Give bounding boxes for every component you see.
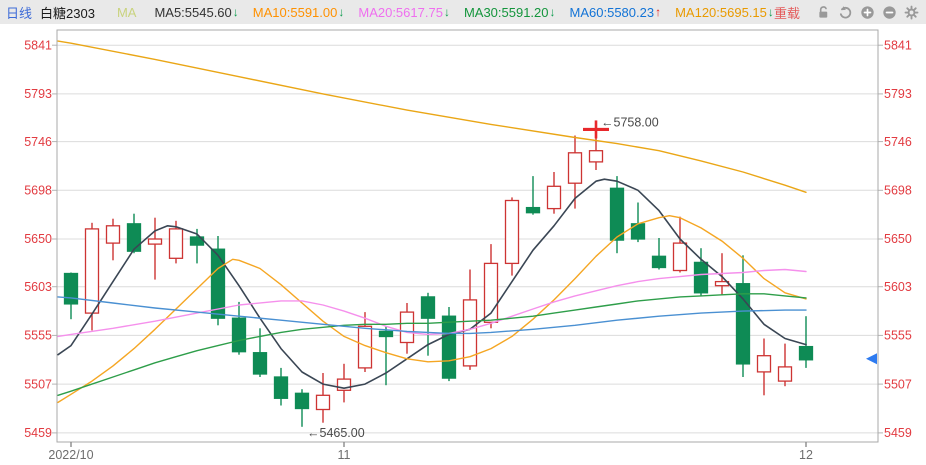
candlestick-chart[interactable]: 2022/10 11 12 5841 5841 5793 5793 5746 5746 5698 5… [0,24,926,465]
trend-down-arrow-icon: ↓ [232,5,239,19]
candle-body[interactable] [525,206,541,214]
chart-area: 2022/10 11 12 5841 5841 5793 5793 5746 5746 5698 5… [0,24,926,465]
trend-up-arrow-icon: ↑ [655,5,662,19]
y-axis-label-left: 5793 [24,87,52,101]
ma-legend-item-ma30: MA30:5591.20 ↓ [463,4,556,20]
price-annotation: ←5758.00 [601,115,659,129]
candle-body[interactable] [756,355,772,373]
ma-legend-item-ma120: MA120:5695.15 ↓ [675,4,774,20]
candle-body[interactable] [693,261,709,294]
candle-body[interactable] [336,378,352,391]
y-axis-label-right: 5841 [884,38,912,52]
candle-body[interactable] [399,311,415,344]
y-axis-label-right: 5746 [884,135,912,149]
ma-legend-item-ma20: MA20:5617.75 ↓ [358,4,450,20]
plot-border [56,29,879,443]
trend-down-arrow-icon: ↓ [338,5,345,19]
y-axis-label-left: 5650 [24,232,52,246]
candle-body[interactable] [588,150,604,163]
y-axis-label-right: 5650 [884,232,912,246]
ma-line-ma60 [57,296,807,335]
trend-down-arrow-icon: ↓ [443,5,450,19]
candle-body[interactable] [609,187,625,241]
y-axis-label-right: 5793 [884,87,912,101]
y-axis-label-left: 5459 [24,426,52,440]
candle-body[interactable] [105,225,121,244]
price-annotation: ←5465.00 [307,426,365,440]
ma-legend-item-ma60: MA60:5580.23 ↑ [569,4,662,20]
ma-line-ma10 [57,215,807,404]
candle-body[interactable] [231,317,247,353]
y-axis-label-left: 5555 [24,329,52,343]
ma-indicator-label: MA [116,4,137,20]
x-axis-label: 2022/10 [48,448,93,462]
y-axis-label-right: 5603 [884,280,912,294]
candle-body[interactable] [798,345,814,361]
y-axis-label-left: 5507 [24,377,52,391]
candle-body[interactable] [273,376,289,399]
x-axis-label: 12 [799,448,813,462]
toolbar-actions: 重载 [774,0,920,24]
candle-body[interactable] [672,242,688,272]
candle-body[interactable] [441,315,457,379]
ma-legend-item-ma10: MA10:5591.00 ↓ [252,4,345,20]
period-tab[interactable]: 日线 [6,5,33,21]
y-axis-label-right: 5698 [884,184,912,198]
unlock-icon[interactable] [815,4,832,21]
symbol-label: 白糖2303 [40,5,95,21]
x-axis-label: 11 [338,448,351,462]
candle-body[interactable] [147,238,163,245]
candle-body[interactable] [735,283,751,365]
ma-line-ma30 [57,293,807,396]
candle-body[interactable] [651,255,667,269]
reload-button[interactable]: 重载 [773,5,800,21]
candle-body[interactable] [567,152,583,184]
candle-body[interactable] [504,199,520,265]
candle-body[interactable] [168,228,184,259]
zoom-out-icon[interactable] [881,4,898,21]
candle-body[interactable] [315,394,331,411]
candle-body[interactable] [252,352,268,375]
undo-icon[interactable] [837,4,854,21]
candle-body[interactable] [777,366,793,382]
y-axis-label-right: 5507 [884,377,912,391]
trend-down-arrow-icon: ↓ [767,5,774,19]
y-axis-label-right: 5555 [884,329,912,343]
ma-legend-item-ma5: MA5:5545.60 ↓ [154,4,239,20]
trend-down-arrow-icon: ↓ [549,5,556,19]
y-axis-label-left: 5698 [24,184,52,198]
candle-body[interactable] [294,392,310,410]
ma-legend: MA5:5545.60 ↓ MA10:5591.00 ↓ MA20:5617.75 ↓ MA… [154,5,787,20]
candle-body[interactable] [546,185,562,210]
candle-body[interactable] [378,330,394,338]
settings-icon[interactable] [903,4,920,21]
y-axis-label-right: 5459 [884,426,912,440]
chart-toolbar: 日线 白糖2303 MA MA5:5545.60 ↓ MA10:5591.00 ↓ MA… [0,0,926,24]
candle-body[interactable] [126,223,142,252]
latest-price-marker [866,353,877,365]
ma-line-ma20 [57,268,807,338]
ma-line-ma120 [57,40,807,193]
candle-body[interactable] [420,296,436,319]
y-axis-label-left: 5746 [24,135,52,149]
candle-body[interactable] [63,272,79,305]
ma-line-ma5 [57,178,807,389]
y-axis-label-left: 5841 [24,38,52,52]
y-axis-label-left: 5603 [24,280,52,294]
zoom-in-icon[interactable] [859,4,876,21]
